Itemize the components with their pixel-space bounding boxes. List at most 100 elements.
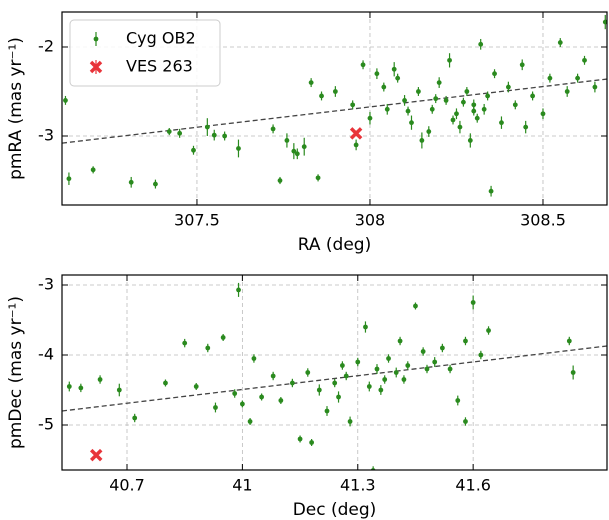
point [499, 120, 504, 126]
point [557, 40, 563, 45]
point [343, 373, 349, 379]
legend-marker [93, 36, 99, 42]
point [478, 41, 484, 47]
point [353, 142, 359, 148]
point [447, 57, 452, 63]
x-tick-label: 308.5 [520, 211, 566, 230]
point [413, 303, 418, 309]
point [512, 102, 518, 108]
point [213, 405, 218, 410]
point [393, 370, 399, 375]
point [402, 97, 407, 103]
point [381, 84, 387, 90]
panel: 307.5 308 308.5 -3 -2 RA (deg) pmRA (mas yr⁻¹)… [6, 11, 608, 255]
point [309, 440, 315, 445]
point [374, 366, 380, 372]
x-tick-label: 41.3 [340, 476, 376, 495]
legend-box [69, 19, 221, 87]
point [492, 71, 497, 77]
point [270, 373, 276, 379]
point [463, 338, 468, 344]
point [259, 394, 265, 400]
point [347, 419, 353, 424]
point [457, 124, 463, 130]
point [432, 359, 438, 365]
point [447, 366, 453, 372]
point [291, 148, 297, 154]
point [564, 89, 570, 94]
point [478, 352, 484, 358]
plot-area [62, 14, 607, 197]
point [464, 89, 470, 94]
point [153, 181, 158, 187]
point [166, 129, 172, 134]
point [547, 75, 553, 81]
point [429, 106, 435, 112]
panel: 40.7 41 41.3 41.6 -5 -4 -3 Dec (deg) pmDec (mas … [6, 274, 608, 520]
point [308, 80, 314, 85]
point [355, 359, 361, 365]
legend-marker [89, 60, 103, 74]
point [409, 120, 414, 126]
point [424, 366, 430, 372]
point [90, 167, 96, 173]
point [436, 80, 442, 85]
point [575, 75, 580, 81]
point [523, 124, 529, 130]
point [439, 345, 445, 351]
point [419, 138, 425, 143]
x-tick-label: 41.6 [455, 476, 491, 495]
point [488, 188, 494, 194]
point [582, 57, 587, 63]
point [63, 97, 68, 103]
point [177, 130, 183, 136]
x-tick-label: 41 [232, 476, 252, 495]
x-tick-label: 40.7 [109, 476, 145, 495]
axes-frame [61, 11, 608, 206]
point [460, 99, 466, 105]
point [204, 124, 210, 130]
point [232, 391, 238, 396]
point [294, 151, 300, 157]
x-axis-label: Dec (deg) [293, 500, 377, 520]
point [391, 66, 397, 72]
point [236, 287, 241, 293]
point [236, 146, 241, 151]
point [332, 380, 338, 386]
point [454, 111, 459, 117]
point [301, 144, 307, 150]
legend-label: Cyg OB2 [126, 29, 196, 48]
point [592, 84, 598, 90]
point [251, 356, 257, 361]
fit-line [62, 78, 607, 144]
point [386, 356, 391, 361]
legend-label: VES 263 [126, 57, 193, 76]
point [401, 377, 407, 382]
point [284, 138, 290, 143]
point [247, 419, 253, 424]
point [602, 19, 607, 25]
point [485, 93, 491, 99]
point [384, 106, 390, 112]
point [191, 147, 196, 153]
point [405, 363, 411, 368]
y-tick-label: -4 [38, 345, 54, 364]
y-tick-label: -3 [38, 275, 54, 294]
point [182, 340, 188, 346]
x-tick-label: 308 [355, 211, 386, 230]
fit-line [62, 345, 607, 412]
point [505, 84, 511, 90]
point [316, 387, 322, 393]
point [467, 138, 473, 143]
point [374, 71, 380, 77]
point [66, 176, 72, 182]
point [540, 111, 546, 117]
point [363, 324, 368, 330]
point [443, 97, 449, 103]
point [222, 133, 228, 139]
point [319, 93, 324, 99]
y-axis-label: pmRA (mas yr⁻¹) [6, 37, 26, 180]
point [324, 408, 330, 414]
axes-frame [61, 274, 608, 471]
